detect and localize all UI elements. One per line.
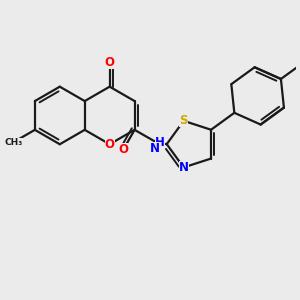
Text: CH₃: CH₃ [4, 138, 23, 147]
Text: N: N [179, 161, 189, 174]
Text: O: O [105, 138, 115, 151]
Text: H: H [154, 136, 164, 149]
Text: O: O [118, 143, 128, 156]
Text: S: S [179, 114, 188, 127]
Text: O: O [105, 56, 115, 69]
Text: N: N [150, 142, 160, 155]
